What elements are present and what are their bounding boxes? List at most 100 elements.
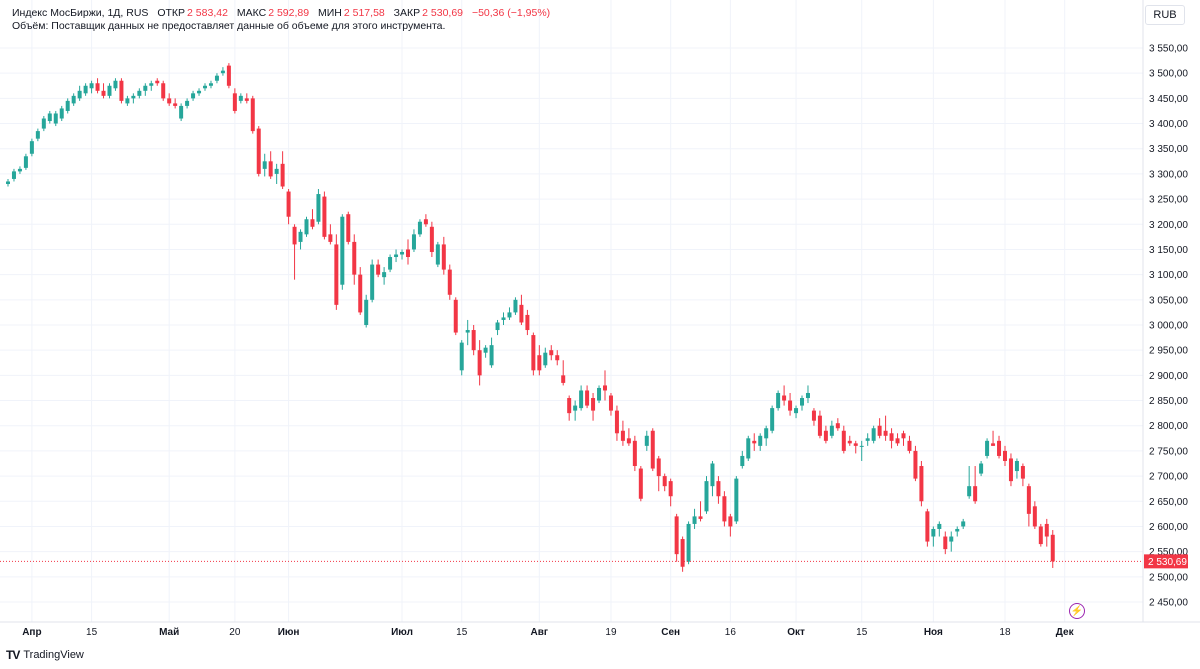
candle <box>35 128 40 142</box>
open-label: ОТКР <box>157 7 186 19</box>
candle-body <box>191 93 196 99</box>
candle <box>453 297 458 336</box>
y-tick-label: 3 350,00 <box>1149 144 1188 155</box>
candle-body <box>208 83 213 86</box>
candle <box>794 405 799 419</box>
candle <box>973 466 978 504</box>
x-tick-label: Апр <box>22 627 41 638</box>
candle <box>805 385 810 404</box>
candle-body <box>411 234 416 250</box>
candle <box>423 214 428 227</box>
candle-body <box>644 435 649 446</box>
candle-body <box>417 221 422 235</box>
candle <box>728 513 733 537</box>
candle-body <box>579 390 584 409</box>
candle <box>620 420 625 446</box>
candle-body <box>95 83 100 91</box>
candle <box>155 78 160 86</box>
candle <box>388 254 393 273</box>
candle <box>847 435 852 446</box>
candle <box>370 259 375 303</box>
candle-body <box>531 335 536 371</box>
candle <box>734 476 739 524</box>
candle-body <box>220 70 225 74</box>
candle-body <box>101 90 106 96</box>
time-scale[interactable]: Апр 15 Май 20 Июн Июл 15 Авг 19 Сен 16 Окт 15 Ноя 18 Де… <box>22 627 1074 638</box>
candle-body <box>376 264 381 275</box>
candle <box>232 88 237 114</box>
candle-body <box>853 443 858 446</box>
candle <box>191 90 196 101</box>
candle <box>1032 501 1037 529</box>
candle-body <box>704 481 709 512</box>
y-tick-label: 3 200,00 <box>1149 220 1188 231</box>
candle-body <box>591 398 596 411</box>
y-tick-label: 3 000,00 <box>1149 321 1188 332</box>
candle-body <box>11 171 16 179</box>
candle <box>913 445 918 482</box>
candle-body <box>364 299 369 325</box>
candle-body <box>274 168 279 174</box>
candle-body <box>328 234 333 242</box>
candle <box>400 249 405 260</box>
candle-body <box>979 463 984 474</box>
candle <box>626 428 631 446</box>
candle-body <box>1044 523 1049 537</box>
candle-body <box>692 516 697 524</box>
candle <box>567 395 572 421</box>
candle-body <box>859 445 864 447</box>
candle-body <box>179 105 184 119</box>
candle-body <box>811 410 816 421</box>
candle-body <box>250 98 255 132</box>
candle-body <box>1050 534 1055 562</box>
close-value: 2 530,69 <box>422 7 464 19</box>
candle <box>268 151 273 179</box>
candle <box>137 88 142 99</box>
candle <box>382 267 387 285</box>
candle <box>698 501 703 522</box>
candle-body <box>1008 458 1013 482</box>
candle <box>865 433 870 446</box>
candle-body <box>1020 466 1025 479</box>
y-tick-label: 2 550,00 <box>1149 547 1188 558</box>
symbol-title[interactable]: Индекс МосБиржи, 1Д, RUS <box>12 7 149 19</box>
candle-body <box>143 85 148 91</box>
y-tick-label: 2 700,00 <box>1149 472 1188 483</box>
brand-label: TradingView <box>23 649 84 661</box>
candle <box>447 264 452 300</box>
y-tick-label: 3 500,00 <box>1149 69 1188 80</box>
y-tick-label: 3 400,00 <box>1149 119 1188 130</box>
candle-body <box>626 438 631 444</box>
candle-body <box>268 161 273 177</box>
candle <box>113 78 118 91</box>
candle <box>292 224 297 280</box>
y-tick-label: 3 150,00 <box>1149 245 1188 256</box>
candle-body <box>740 455 745 467</box>
lightning-icon[interactable]: ⚡ <box>1069 603 1085 619</box>
candle <box>800 395 805 411</box>
candle <box>746 435 751 461</box>
candle <box>823 425 828 444</box>
candle <box>680 536 685 572</box>
candle <box>47 110 52 124</box>
candle-body <box>131 95 136 99</box>
tradingview-logo-icon: TV <box>6 648 20 662</box>
candle <box>853 440 858 454</box>
candle-body <box>889 433 894 441</box>
candle-body <box>441 244 446 270</box>
candle <box>203 83 208 91</box>
currency-button[interactable]: RUB <box>1145 5 1185 25</box>
candle <box>829 420 834 439</box>
candle <box>405 239 410 265</box>
x-tick-label: 19 <box>605 627 617 638</box>
candle <box>591 392 596 421</box>
candle <box>262 153 267 177</box>
candle <box>95 78 100 94</box>
candle-body <box>883 430 888 436</box>
tradingview-brand[interactable]: TV TradingView <box>6 648 84 662</box>
price-scale[interactable]: 2 450,00 2 500,00 2 550,00 2 600,00 2 650,00… <box>1149 44 1188 609</box>
candle <box>1050 530 1055 568</box>
candle-body <box>489 345 494 366</box>
candle <box>507 307 512 320</box>
candle-body <box>340 216 345 285</box>
